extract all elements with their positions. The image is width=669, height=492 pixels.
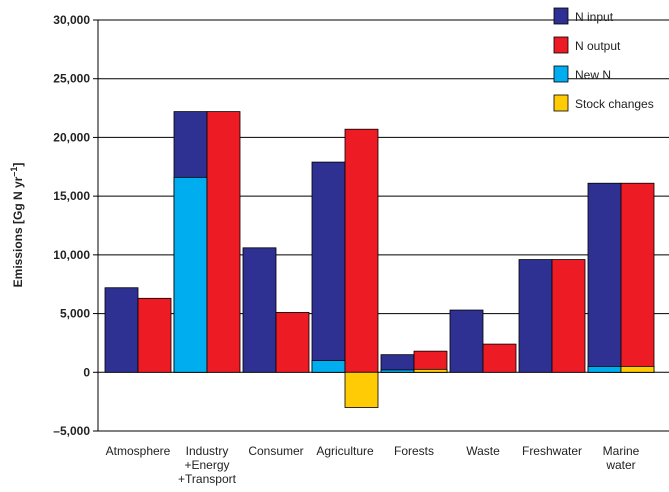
legend-label: N output xyxy=(575,39,621,53)
bar-n-output xyxy=(206,111,241,373)
y-tick-label: 30,000 xyxy=(53,13,90,27)
x-tick-label: Forests xyxy=(394,444,434,458)
x-tick-label: +Energy xyxy=(184,458,229,472)
bar-n-input xyxy=(104,287,139,373)
bar-n-output xyxy=(137,297,172,373)
x-tick-label: Waste xyxy=(466,444,500,458)
x-tick-label: Consumer xyxy=(248,444,303,458)
legend-swatch xyxy=(553,94,569,112)
bar-n-output xyxy=(551,259,586,373)
legend-label: Stock changes xyxy=(575,97,654,111)
legend: N input N output New N Stock changes xyxy=(553,7,654,112)
bar-n-output xyxy=(482,343,517,373)
bar-n-output xyxy=(344,128,379,373)
y-axis: –5,000 0 5,000 10,000 15,000 20,000 25,000 30,0… xyxy=(53,13,99,438)
y-tick-label: –5,000 xyxy=(53,424,90,438)
x-tick-label: water xyxy=(605,458,635,472)
legend-swatch xyxy=(553,65,569,83)
bar-new-n xyxy=(311,360,346,373)
bar-n-input xyxy=(449,309,484,373)
y-tick-label: 5,000 xyxy=(60,307,90,321)
y-axis-label: Emissions [Gg N yr–1] xyxy=(9,163,25,288)
legend-label: N input xyxy=(575,10,614,24)
bar-new-n xyxy=(173,176,208,373)
bar-n-output xyxy=(275,311,310,373)
legend-swatch xyxy=(553,7,569,25)
bar-new-n xyxy=(380,369,415,373)
y-tick-label: 20,000 xyxy=(53,130,90,144)
y-tick-label: 25,000 xyxy=(53,72,90,86)
bar-stock-changes xyxy=(620,366,655,373)
x-tick-label: Freshwater xyxy=(522,444,582,458)
bar-new-n xyxy=(587,366,622,373)
bar-stock-changes xyxy=(344,371,379,408)
x-tick-label: Industry xyxy=(186,444,229,458)
legend-swatch xyxy=(553,36,569,54)
bar-n-input xyxy=(242,247,277,373)
y-tick-label: 15,000 xyxy=(53,189,90,203)
x-axis: Atmosphere Industry+Energy+Transport Consu… xyxy=(106,444,640,486)
y-tick-label: 0 xyxy=(83,365,90,379)
bar-n-input xyxy=(311,161,346,373)
y-tick-label: 10,000 xyxy=(53,248,90,262)
bars xyxy=(104,111,655,408)
x-tick-label: Atmosphere xyxy=(106,444,171,458)
bar-stock-changes xyxy=(413,368,448,373)
bar-n-output xyxy=(620,182,655,373)
legend-label: New N xyxy=(575,68,611,82)
x-tick-label: +Transport xyxy=(178,472,237,486)
bar-n-input xyxy=(587,182,622,373)
bar-n-input xyxy=(518,259,553,373)
x-tick-label: Agriculture xyxy=(316,444,374,458)
x-tick-label: Marine xyxy=(603,444,640,458)
